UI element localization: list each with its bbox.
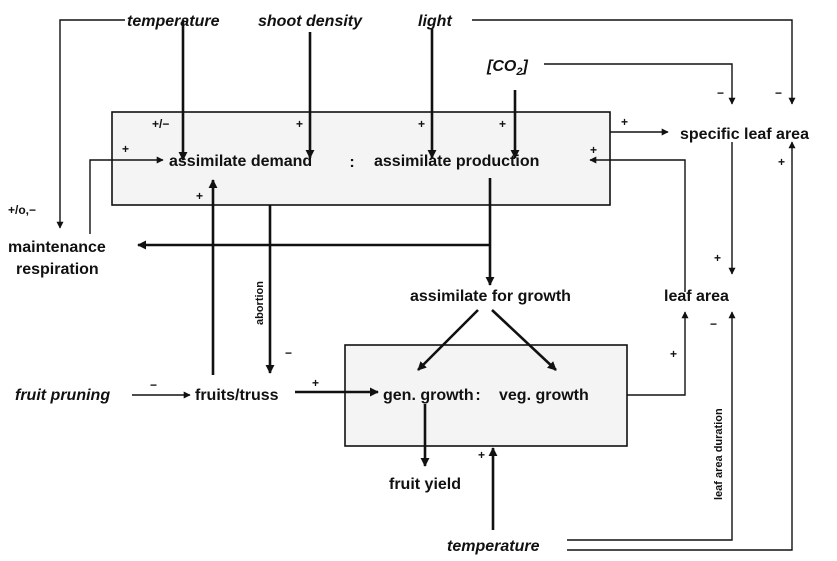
label-co2: [CO2] <box>486 58 528 78</box>
arrow-temperature-to-leafarea-duration <box>567 311 736 541</box>
label-temperature-bottom: temperature <box>447 538 540 555</box>
sign-veg-leafarea: + <box>670 347 677 361</box>
sign-production-sla: + <box>621 115 628 129</box>
label-assimilate-production: assimilate production <box>374 153 539 170</box>
sign-co2-sla: − <box>717 86 724 100</box>
label-leaf-area-duration: leaf area duration <box>713 408 725 500</box>
sign-duration-leafarea: − <box>710 317 717 331</box>
sign-resp-demand: + <box>122 142 129 156</box>
label-veg-growth: veg. growth <box>499 387 589 404</box>
label-maintenance: maintenance <box>8 239 106 256</box>
label-specific-leaf-area: specific leaf area <box>680 126 809 143</box>
label-shoot-density: shoot density <box>258 13 363 30</box>
sign-abortion-fruits: − <box>285 346 292 360</box>
label-temperature-top: temperature <box>127 13 220 30</box>
sign-co2-production: + <box>499 117 506 131</box>
label-gen-growth: gen. growth <box>383 387 474 404</box>
growth-balance-box <box>344 344 628 447</box>
arrow-light-to-sla <box>472 19 796 105</box>
sign-fruits-gen: + <box>312 376 319 390</box>
ratio-colon-bottom: : <box>475 387 480 404</box>
label-leaf-area: leaf area <box>664 288 729 305</box>
sign-fruits-demand: + <box>196 189 203 203</box>
arrow-respiration-to-demand <box>89 156 164 234</box>
arrow-veg-growth-to-leafarea <box>627 311 689 396</box>
label-abortion: abortion <box>254 281 266 325</box>
label-fruit-pruning: fruit pruning <box>15 387 110 404</box>
arrow-pool-to-gen-growth <box>417 309 479 371</box>
sign-temp-sla: + <box>778 155 785 169</box>
arrow-pool-to-veg-growth <box>491 309 557 371</box>
sign-temp-demand: +/− <box>152 117 169 131</box>
sign-light-production: + <box>418 117 425 131</box>
sign-temp-growth: + <box>478 448 485 462</box>
assimilate-balance-box <box>111 111 611 206</box>
sign-light-sla: − <box>775 86 782 100</box>
arrow-temperature-to-sla <box>567 141 796 551</box>
arrow-temperature-to-respiration <box>56 19 125 229</box>
label-fruits-truss: fruits/truss <box>195 387 279 404</box>
sign-pruning-fruits: − <box>150 378 157 392</box>
ratio-colon-top: : <box>349 154 354 171</box>
label-fruit-yield: fruit yield <box>389 476 461 493</box>
arrow-leafarea-to-production <box>589 156 686 292</box>
label-respiration: respiration <box>16 261 99 278</box>
sign-temp-resp: +/o,− <box>8 203 36 217</box>
label-assimilate-for-growth: assimilate for growth <box>410 288 571 305</box>
sign-shoot-demand: + <box>296 117 303 131</box>
sign-sla-leafarea: + <box>714 251 721 265</box>
label-assimilate-demand: assimilate demand <box>169 153 312 170</box>
sign-leafarea-production: + <box>590 143 597 157</box>
arrow-co2-to-sla <box>544 63 736 105</box>
label-light: light <box>418 13 452 30</box>
